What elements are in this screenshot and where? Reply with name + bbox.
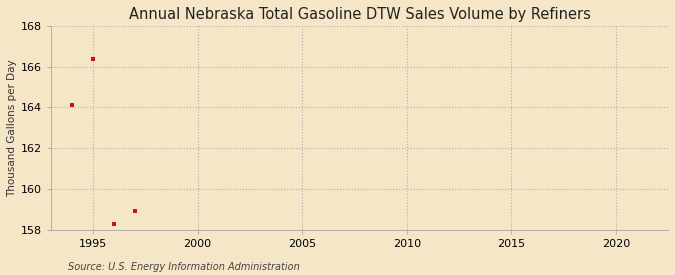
Point bbox=[130, 209, 140, 214]
Point bbox=[67, 103, 78, 108]
Point bbox=[88, 56, 99, 61]
Title: Annual Nebraska Total Gasoline DTW Sales Volume by Refiners: Annual Nebraska Total Gasoline DTW Sales… bbox=[129, 7, 591, 22]
Point bbox=[109, 221, 119, 226]
Text: Source: U.S. Energy Information Administration: Source: U.S. Energy Information Administ… bbox=[68, 262, 299, 272]
Y-axis label: Thousand Gallons per Day: Thousand Gallons per Day bbox=[7, 59, 17, 197]
